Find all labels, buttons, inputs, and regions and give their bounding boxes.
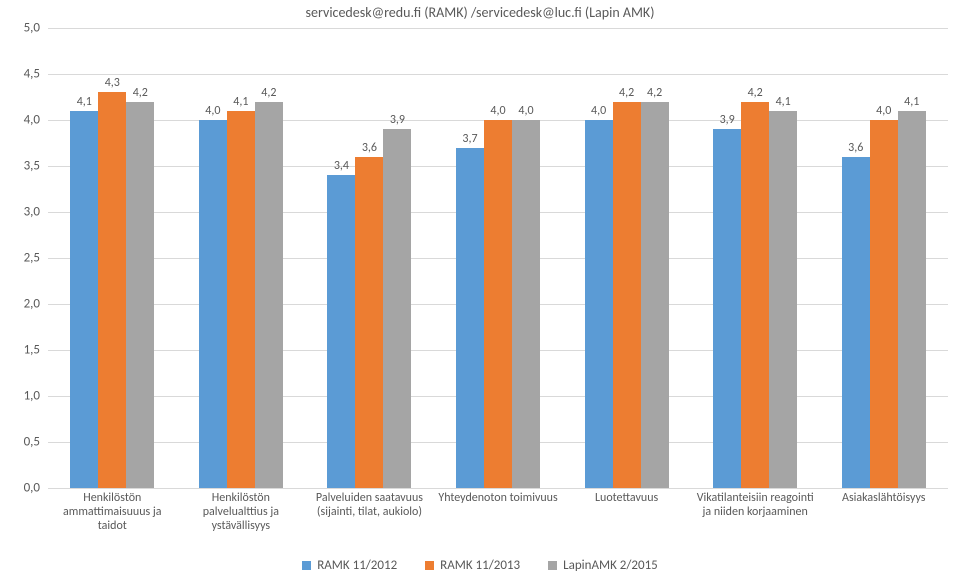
y-tick-label: 3,0 [0, 205, 40, 220]
y-tick-label: 0,5 [0, 435, 40, 450]
x-tick-label: Yhteydenoton toimivuus [434, 490, 563, 546]
legend-label: RAMK 11/2013 [440, 558, 520, 573]
bar-value-label: 4,0 [591, 104, 606, 118]
bar-value-label: 4,1 [77, 95, 92, 109]
bar: 4,2 [255, 102, 283, 488]
bar: 4,0 [870, 120, 898, 488]
bar: 3,6 [842, 157, 870, 488]
y-tick-label: 2,0 [0, 297, 40, 312]
x-tick-label: Vikatilanteisiin reagointi ja niiden kor… [691, 490, 820, 546]
bar-group: 3,64,04,1 [819, 28, 948, 488]
legend-item: RAMK 11/2012 [302, 558, 397, 573]
bar-value-label: 4,2 [261, 86, 276, 100]
bar-chart: servicedesk@redu.fi (RAMK) /servicedesk@… [0, 0, 960, 577]
bars: 4,04,14,2 [199, 28, 283, 488]
y-tick-label: 2,5 [0, 251, 40, 266]
bars: 3,64,04,1 [842, 28, 926, 488]
bar-group: 4,04,14,2 [177, 28, 306, 488]
bar: 3,6 [355, 157, 383, 488]
bar: 4,2 [641, 102, 669, 488]
bar-group: 3,43,63,9 [305, 28, 434, 488]
bar-value-label: 4,1 [233, 95, 248, 109]
bar: 4,2 [613, 102, 641, 488]
bar: 4,0 [199, 120, 227, 488]
bar-value-label: 3,6 [362, 141, 377, 155]
bar-value-label: 3,4 [334, 159, 349, 173]
legend-swatch [548, 561, 557, 570]
bar: 3,4 [327, 175, 355, 488]
bar: 4,1 [769, 111, 797, 488]
legend-item: LapinAMK 2/2015 [548, 558, 658, 573]
legend-label: RAMK 11/2012 [317, 558, 397, 573]
y-tick-label: 0,0 [0, 481, 40, 496]
y-tick-label: 1,5 [0, 343, 40, 358]
bar: 4,1 [70, 111, 98, 488]
bar-value-label: 4,0 [518, 104, 533, 118]
bar-value-label: 3,6 [848, 141, 863, 155]
bar: 4,2 [126, 102, 154, 488]
bars: 4,04,24,2 [585, 28, 669, 488]
bar-value-label: 4,2 [619, 86, 634, 100]
bar-value-label: 3,9 [720, 113, 735, 127]
bar-group: 3,74,04,0 [434, 28, 563, 488]
legend-swatch [425, 561, 434, 570]
bar: 4,0 [512, 120, 540, 488]
bar-value-label: 4,2 [647, 86, 662, 100]
legend-swatch [302, 561, 311, 570]
x-axis-labels: Henkilöstön ammattimaisuuus ja taidotHen… [48, 490, 948, 546]
bar-group: 4,14,34,2 [48, 28, 177, 488]
x-tick-label: Palveluiden saatavuus (sijainti, tilat, … [305, 490, 434, 546]
bar-value-label: 4,1 [776, 95, 791, 109]
bar-value-label: 4,2 [748, 86, 763, 100]
chart-title: servicedesk@redu.fi (RAMK) /servicedesk@… [0, 4, 960, 21]
legend-label: LapinAMK 2/2015 [563, 558, 658, 573]
bar-value-label: 4,0 [490, 104, 505, 118]
bar-value-label: 4,0 [876, 104, 891, 118]
bar: 4,0 [484, 120, 512, 488]
bars: 3,94,24,1 [713, 28, 797, 488]
bars: 4,14,34,2 [70, 28, 154, 488]
bars: 3,43,63,9 [327, 28, 411, 488]
x-tick-label: Asiakaslähtöisyys [819, 490, 948, 546]
y-tick-label: 3,5 [0, 159, 40, 174]
bar: 3,9 [713, 129, 741, 488]
bar-value-label: 3,7 [462, 132, 477, 146]
bar-groups: 4,14,34,24,04,14,23,43,63,93,74,04,04,04… [48, 28, 948, 488]
x-tick-label: Henkilöstön ammattimaisuuus ja taidot [48, 490, 177, 546]
bar-value-label: 4,3 [105, 76, 120, 90]
bar: 4,0 [585, 120, 613, 488]
x-tick-label: Henkilöstön palvelualttius ja ystävällis… [177, 490, 306, 546]
bars: 3,74,04,0 [456, 28, 540, 488]
x-tick-label: Luotettavuus [562, 490, 691, 546]
bar-value-label: 3,9 [390, 113, 405, 127]
legend-item: RAMK 11/2013 [425, 558, 520, 573]
plot-area: 4,14,34,24,04,14,23,43,63,93,74,04,04,04… [48, 28, 948, 489]
y-tick-label: 5,0 [0, 21, 40, 36]
y-tick-label: 4,5 [0, 67, 40, 82]
bar: 3,7 [456, 148, 484, 488]
bar-value-label: 4,0 [205, 104, 220, 118]
bar-value-label: 4,2 [133, 86, 148, 100]
legend: RAMK 11/2012 RAMK 11/2013 LapinAMK 2/2015 [0, 558, 960, 573]
y-tick-label: 1,0 [0, 389, 40, 404]
bar: 4,1 [898, 111, 926, 488]
bar: 4,1 [227, 111, 255, 488]
bar-group: 3,94,24,1 [691, 28, 820, 488]
bar: 4,3 [98, 92, 126, 488]
bar-value-label: 4,1 [904, 95, 919, 109]
y-tick-label: 4,0 [0, 113, 40, 128]
bar: 3,9 [383, 129, 411, 488]
bar-group: 4,04,24,2 [562, 28, 691, 488]
bar: 4,2 [741, 102, 769, 488]
